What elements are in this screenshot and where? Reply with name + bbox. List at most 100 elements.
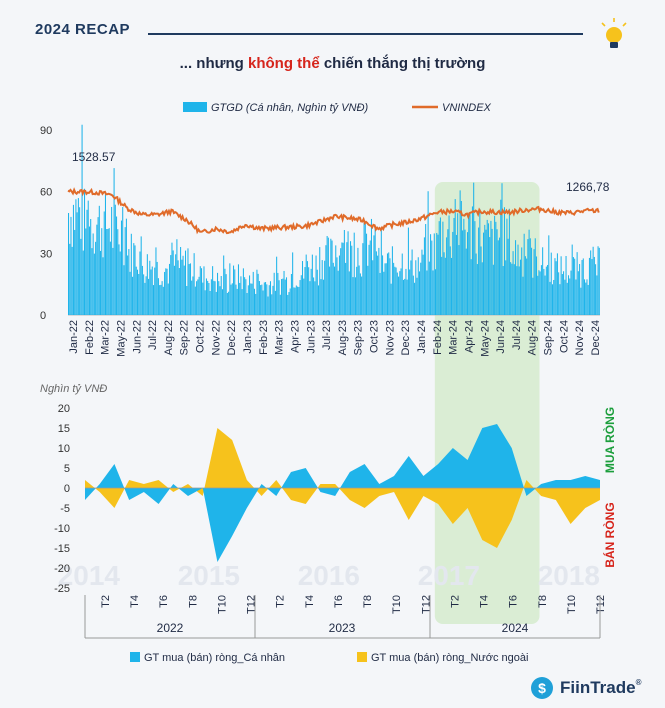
- gtgd-bar: [125, 218, 127, 315]
- gtgd-bar: [492, 264, 494, 315]
- gtgd-bar: [70, 216, 72, 315]
- gtgd-bar: [563, 271, 565, 315]
- gtgd-bar: [157, 278, 159, 315]
- gtgd-bar: [252, 271, 254, 315]
- gtgd-bar: [574, 258, 576, 315]
- gtgd-bar: [134, 245, 136, 315]
- gtgd-bar: [242, 268, 244, 315]
- gtgd-bar: [183, 265, 185, 315]
- legend-label-ca-nhan: GT mua (bán) ròng_Cá nhân: [144, 652, 285, 664]
- gtgd-bar: [97, 217, 99, 315]
- gtgd-bar: [598, 247, 600, 315]
- gtgd-bar: [160, 284, 162, 315]
- gtgd-bar: [268, 285, 270, 315]
- x-tick-label: Jul-24: [511, 320, 523, 350]
- gtgd-bar: [348, 271, 350, 315]
- gtgd-bar: [122, 207, 124, 315]
- gtgd-bar: [104, 191, 106, 315]
- x2-tick-label: T2: [275, 595, 287, 608]
- gtgd-bar: [390, 283, 392, 315]
- gtgd-bar: [279, 294, 281, 315]
- gtgd-bar: [481, 262, 483, 315]
- gtgd-bar: [91, 248, 93, 315]
- gtgd-bar: [129, 271, 131, 315]
- gtgd-bar: [508, 208, 510, 315]
- gtgd-bar: [218, 281, 220, 315]
- gtgd-bar: [198, 276, 200, 315]
- gtgd-bar: [585, 282, 587, 315]
- gtgd-bar: [572, 257, 574, 315]
- brand-name: FiinTrade: [560, 678, 636, 697]
- gtgd-bar: [345, 262, 347, 315]
- fiintrade-logo: $ FiinTrade®: [530, 676, 641, 700]
- gtgd-bar: [391, 246, 393, 315]
- gtgd-bar: [373, 235, 375, 315]
- gtgd-bar: [478, 227, 480, 315]
- gtgd-bar: [459, 190, 461, 315]
- gtgd-bar: [285, 277, 288, 315]
- gtgd-bar: [430, 234, 432, 315]
- gtgd-bar: [255, 293, 257, 315]
- legend-swatch-nuoc-ngoai: [357, 652, 367, 662]
- gtgd-bar: [359, 273, 361, 315]
- gtgd-bar: [354, 277, 356, 315]
- gtgd-bar: [132, 276, 134, 315]
- y-tick-label: 30: [40, 248, 52, 260]
- gtgd-bar: [253, 288, 256, 315]
- gtgd-bar: [156, 261, 158, 315]
- gtgd-bar: [542, 247, 544, 315]
- gtgd-bar: [141, 265, 143, 315]
- x2-tick-label: T10: [391, 595, 403, 614]
- gtgd-bar: [96, 224, 98, 315]
- gtgd-bar: [521, 247, 523, 315]
- gtgd-bar: [217, 272, 219, 315]
- gtgd-bar: [415, 260, 417, 315]
- x-tick-label: Dec-24: [590, 320, 602, 355]
- gtgd-bar: [241, 289, 243, 315]
- gtgd-bar: [538, 270, 540, 315]
- gtgd-bar: [554, 258, 556, 315]
- gtgd-bar: [226, 293, 228, 315]
- gtgd-bar: [265, 282, 267, 315]
- gtgd-bar: [550, 252, 552, 315]
- gtgd-bar: [79, 207, 81, 315]
- gtgd-bar: [494, 215, 496, 315]
- gtgd-bar: [304, 267, 306, 315]
- gtgd-bar: [463, 218, 465, 315]
- gtgd-bar: [487, 223, 489, 315]
- gtgd-bar: [519, 259, 522, 315]
- gtgd-bar: [209, 291, 211, 315]
- gtgd-bar: [246, 292, 248, 315]
- y-tick-label: 90: [40, 125, 52, 137]
- x-tick-label: Aug-22: [163, 320, 175, 355]
- gtgd-bar: [168, 263, 171, 315]
- x-tick-label: Mar-23: [274, 320, 286, 355]
- gtgd-bar: [332, 262, 334, 315]
- gtgd-bar: [549, 281, 551, 315]
- gtgd-bar: [175, 254, 177, 315]
- gtgd-bar: [149, 260, 151, 315]
- gtgd-bar: [75, 199, 77, 315]
- gtgd-bar: [343, 229, 345, 315]
- gtgd-bar: [245, 279, 247, 315]
- gtgd-bar: [164, 271, 166, 315]
- gtgd-bar: [410, 260, 412, 315]
- gtgd-bar: [402, 279, 405, 315]
- gtgd-bar: [596, 275, 598, 315]
- gtgd-bar: [475, 253, 477, 315]
- y2-tick-label: -20: [54, 563, 70, 575]
- gtgd-bar: [186, 285, 188, 315]
- gtgd-bar: [212, 266, 214, 315]
- gtgd-bar: [502, 266, 504, 315]
- gtgd-bar: [442, 221, 444, 315]
- gtgd-bar: [202, 282, 204, 315]
- gtgd-bar: [143, 274, 145, 315]
- subtitle-pre: ... nhưng: [179, 55, 248, 72]
- gtgd-bar: [93, 253, 95, 315]
- gtgd-bar: [526, 258, 528, 315]
- gtgd-bar: [316, 269, 318, 315]
- y2-tick-label: -5: [60, 503, 70, 515]
- gtgd-bar: [588, 257, 590, 315]
- gtgd-bar: [162, 286, 164, 315]
- gtgd-bar: [71, 246, 73, 315]
